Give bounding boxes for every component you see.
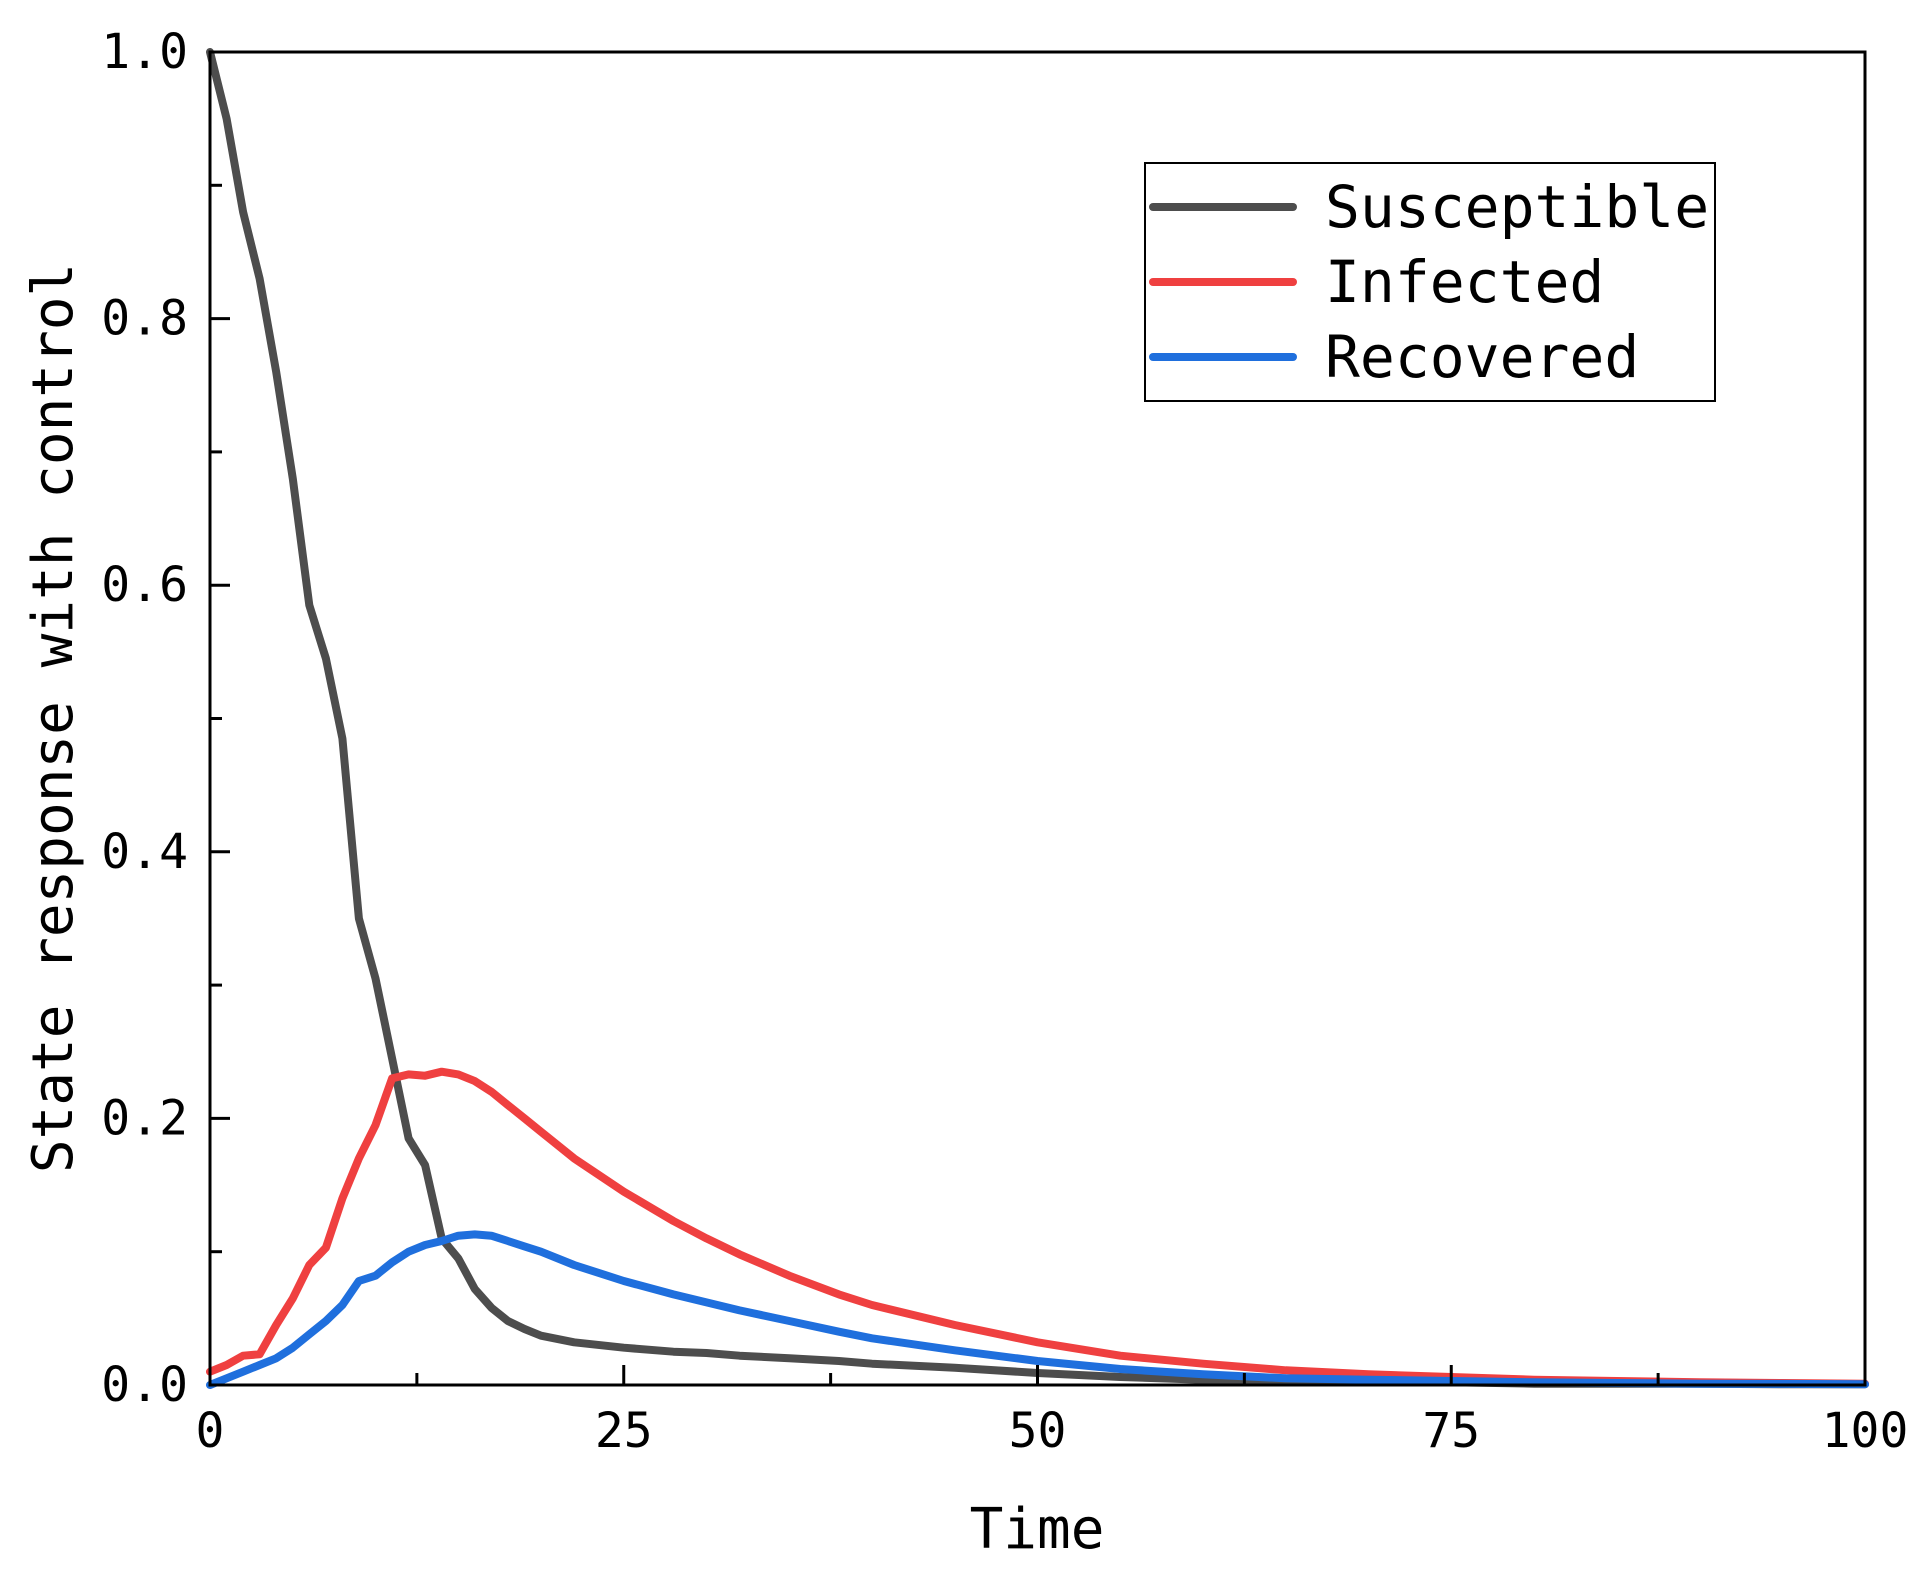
y-tick-label: 0.4: [101, 824, 188, 880]
plot-lines: [206, 48, 1869, 1389]
y-tick-label: 0.2: [101, 1090, 188, 1146]
legend: Susceptible Infected Recovered: [1144, 162, 1716, 402]
y-axis-title: State response with control: [21, 263, 86, 1173]
plot-frame: [208, 50, 1867, 1387]
legend-label-susceptible: Susceptible: [1325, 173, 1709, 241]
x-tick-label: 50: [1009, 1403, 1067, 1459]
legend-label-infected: Infected: [1325, 248, 1604, 316]
series-line-infected: [206, 1067, 1869, 1388]
x-tick-label: 75: [1422, 1403, 1480, 1459]
x-axis-title: Time: [970, 1497, 1105, 1562]
y-tick-label: 0.8: [101, 291, 188, 347]
x-tick-label: 25: [595, 1403, 653, 1459]
tick-labels: 0 25 50 75 100 0.0 0.2 0.4 0.6 0.8 1.0: [101, 24, 1908, 1459]
x-tick-label: 100: [1822, 1403, 1909, 1459]
x-tick-label: 0: [196, 1403, 225, 1459]
y-tick-label: 0.6: [101, 557, 188, 613]
y-tick-label: 1.0: [101, 24, 188, 80]
legend-label-recovered: Recovered: [1325, 323, 1639, 391]
series-line-recovered: [206, 1230, 1869, 1389]
y-tick-label: 0.0: [101, 1357, 188, 1413]
